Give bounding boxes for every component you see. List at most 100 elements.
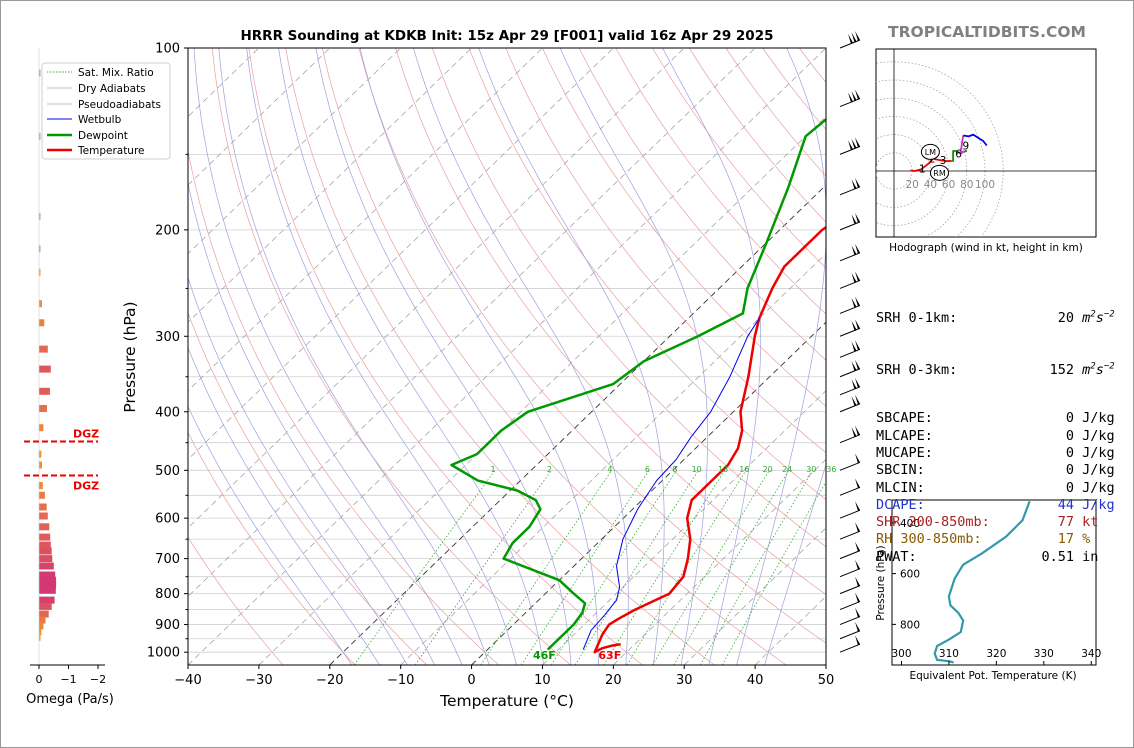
stat-row: MLCIN: 0 J/kg (876, 480, 1115, 497)
stat-row: SBCAPE: 0 J/kg (876, 410, 1115, 427)
mixing-ratio-line (574, 470, 699, 665)
omega-bar (39, 503, 47, 511)
stat-unit: J/kg (1074, 444, 1115, 461)
wind-barb-flag (855, 394, 860, 405)
wind-barb-flag (851, 396, 857, 407)
stat-unit: J/kg (1074, 462, 1115, 479)
pseudoadiabat-line (188, 346, 380, 665)
hodograph-plot: 12369LMRM20406080100 (876, 49, 1096, 237)
hodograph-panel: 12369LMRM20406080100 (875, 48, 1097, 238)
wind-barb-staff (839, 279, 861, 289)
stat-value: 0 (1065, 444, 1074, 461)
theta-e-axis-label: Equivalent Pot. Temperature (K) (909, 670, 1076, 682)
wind-barb (839, 478, 861, 496)
wind-barb-flag (848, 33, 853, 44)
chart-legend: Sat. Mix. Ratio Dry Adiabats Pseudoadiab… (41, 62, 171, 160)
wind-barb-flag (855, 478, 860, 489)
stat-value: 0 (1065, 479, 1074, 496)
stat-label: MLCIN: (876, 479, 925, 496)
omega-bar (39, 491, 45, 499)
omega-bar (39, 345, 48, 353)
isotherm-line (188, 48, 756, 597)
stat-label: SHR 200-850mb: (876, 514, 990, 531)
stat-unit: in (1074, 548, 1099, 565)
mixing-ratio-line (673, 470, 790, 665)
omega-bar (39, 586, 56, 594)
hodograph-trace (910, 157, 934, 172)
wind-barb-flag (851, 427, 857, 438)
stat-label: RH 300-850mb: (876, 531, 982, 548)
storm-motion-label: RM (933, 169, 946, 178)
hodograph-height-label: 3 (940, 155, 947, 167)
omega-bar (39, 547, 52, 555)
wind-barb-staff (839, 585, 861, 595)
wind-barb-flag (855, 137, 860, 148)
y-tick-label: 300 (155, 330, 180, 345)
x-tick-label: 0 (467, 673, 475, 688)
pseudoadiabat-line (315, 48, 572, 665)
omega-bar (39, 461, 42, 469)
wind-barb (839, 271, 861, 289)
wind-barb-staff (839, 304, 861, 314)
wind-barb-staff (839, 601, 861, 611)
stat-value: 0 (1065, 410, 1074, 427)
omega-bar (39, 628, 42, 636)
omega-bar (39, 576, 57, 584)
stat-unit: m (1082, 310, 1091, 327)
x-tick-label: 10 (534, 673, 551, 688)
wind-barb-flag (855, 359, 860, 370)
stat-value: 152 (1049, 361, 1074, 378)
stat-row: SBCIN: 0 J/kg (876, 462, 1115, 479)
omega-bar (39, 212, 41, 220)
mixing-ratio-line (652, 470, 770, 665)
wind-barb (839, 541, 861, 560)
y-tick-label: 200 (155, 223, 180, 238)
mixing-ratio-label: 30 (806, 465, 816, 474)
y-tick-label: 700 (155, 552, 180, 567)
wind-barb-staff (839, 434, 861, 444)
omega-bar (39, 300, 42, 308)
wind-barbs (839, 31, 861, 653)
wind-barb-flag (855, 89, 860, 100)
omega-bar (39, 610, 49, 618)
wind-barb (839, 425, 861, 444)
stat-unit-exp: −2 (1103, 309, 1115, 320)
wind-barb (839, 501, 861, 519)
x-tick-label: 40 (747, 673, 764, 688)
wind-barb-flag (855, 212, 860, 223)
wind-barb (839, 359, 861, 378)
mixing-ratio-line (353, 470, 496, 665)
wind-barb-staff (839, 568, 861, 578)
mixing-ratio-line (521, 470, 650, 665)
stat-unit: J/kg (1074, 479, 1115, 496)
hodograph-height-label: 9 (963, 141, 970, 153)
mixing-ratio-line (414, 470, 552, 665)
omega-bar (39, 602, 52, 610)
wind-barb-flag (851, 179, 857, 190)
omega-bar (39, 541, 51, 549)
pseudoadiabat-line (218, 48, 490, 665)
temperature-profile-line (593, 225, 826, 654)
wind-barb (839, 31, 861, 49)
stat-unit: s (1095, 310, 1104, 327)
mixing-ratio-line (626, 470, 747, 665)
pseudoadiabat-line (736, 48, 826, 665)
omega-bar (39, 622, 44, 630)
skewt-axes (187, 47, 827, 666)
brand-watermark: TROPICALTIDBITS.COM (888, 23, 1086, 41)
wind-barb-flag (855, 377, 860, 388)
stat-rows: SBCAPE: 0 J/kg MLCAPE: 0 J/kg MUCAPE: 0 J/kg S… (876, 410, 1115, 564)
pseudoadiabat-line (188, 405, 353, 665)
wind-barb-flag (855, 559, 860, 570)
wind-barb (839, 137, 861, 155)
y-tick-label: 500 (155, 464, 180, 479)
stat-unit: J/kg (1074, 427, 1115, 444)
x-tick-label: 20 (605, 673, 622, 688)
theta-e-plot (933, 500, 1031, 664)
pseudoadiabat-line (764, 463, 826, 665)
wind-barb-flag (855, 541, 860, 552)
wind-barb (839, 576, 861, 595)
hodograph-trace (959, 135, 966, 155)
mixing-ratio-line (480, 470, 613, 665)
wind-barb-flag (855, 453, 860, 464)
